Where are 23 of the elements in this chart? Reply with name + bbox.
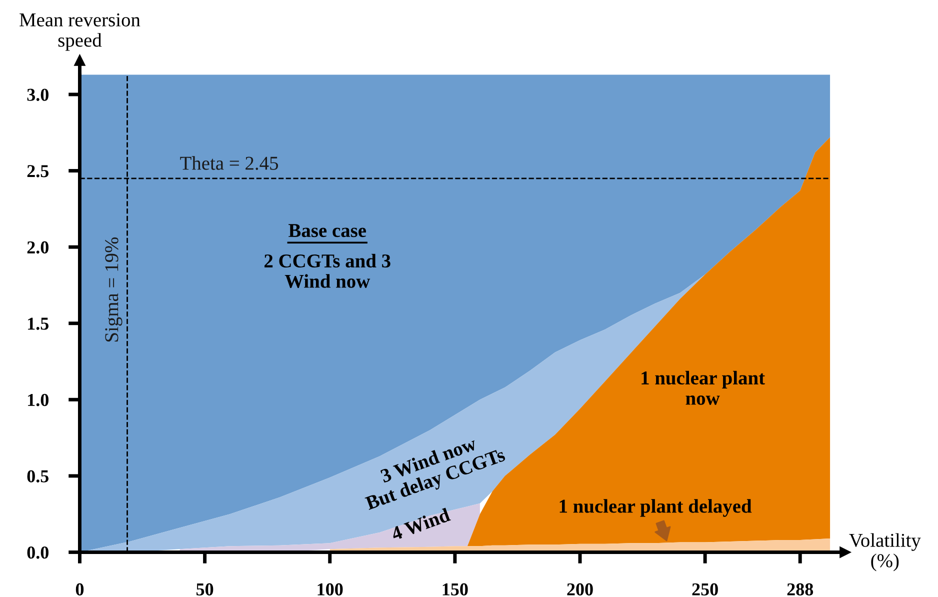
- annotation: 1 nuclear plant now: [642, 370, 765, 405]
- annotation: 2 CCGTs and 3 Wind now: [264, 254, 390, 288]
- y-tick-label: 1.5: [28, 318, 49, 330]
- y-tick-label: 0.0: [27, 546, 48, 559]
- x-tick-label: 50: [196, 583, 214, 596]
- x-tick-label: 200: [567, 583, 593, 596]
- y-tick-label: 2.0: [27, 241, 48, 254]
- y-tick-label: 3.0: [27, 88, 48, 101]
- x-tick-label: 0: [76, 583, 84, 596]
- annotation: 1 nuclear plant delayed: [560, 499, 752, 517]
- x-axis-title: Volatility (%): [849, 533, 921, 572]
- y-tick-label: 2.5: [27, 165, 49, 178]
- x-tick-label: 288: [787, 583, 814, 596]
- annotation: Base case: [288, 224, 366, 238]
- x-tick-label: 100: [318, 583, 343, 596]
- x-tick-label: 250: [692, 583, 718, 596]
- ref-line-label: Theta = 2.45: [180, 156, 278, 170]
- y-tick-label: 1.0: [28, 394, 48, 406]
- ref-line-label: Sigma = 19%: [105, 237, 122, 342]
- y-axis-title: Mean reversion speed: [20, 13, 140, 51]
- x-tick-label: 150: [442, 583, 468, 596]
- annotation: 4 Wind: [390, 507, 452, 541]
- y-tick-label: 0.5: [27, 470, 49, 482]
